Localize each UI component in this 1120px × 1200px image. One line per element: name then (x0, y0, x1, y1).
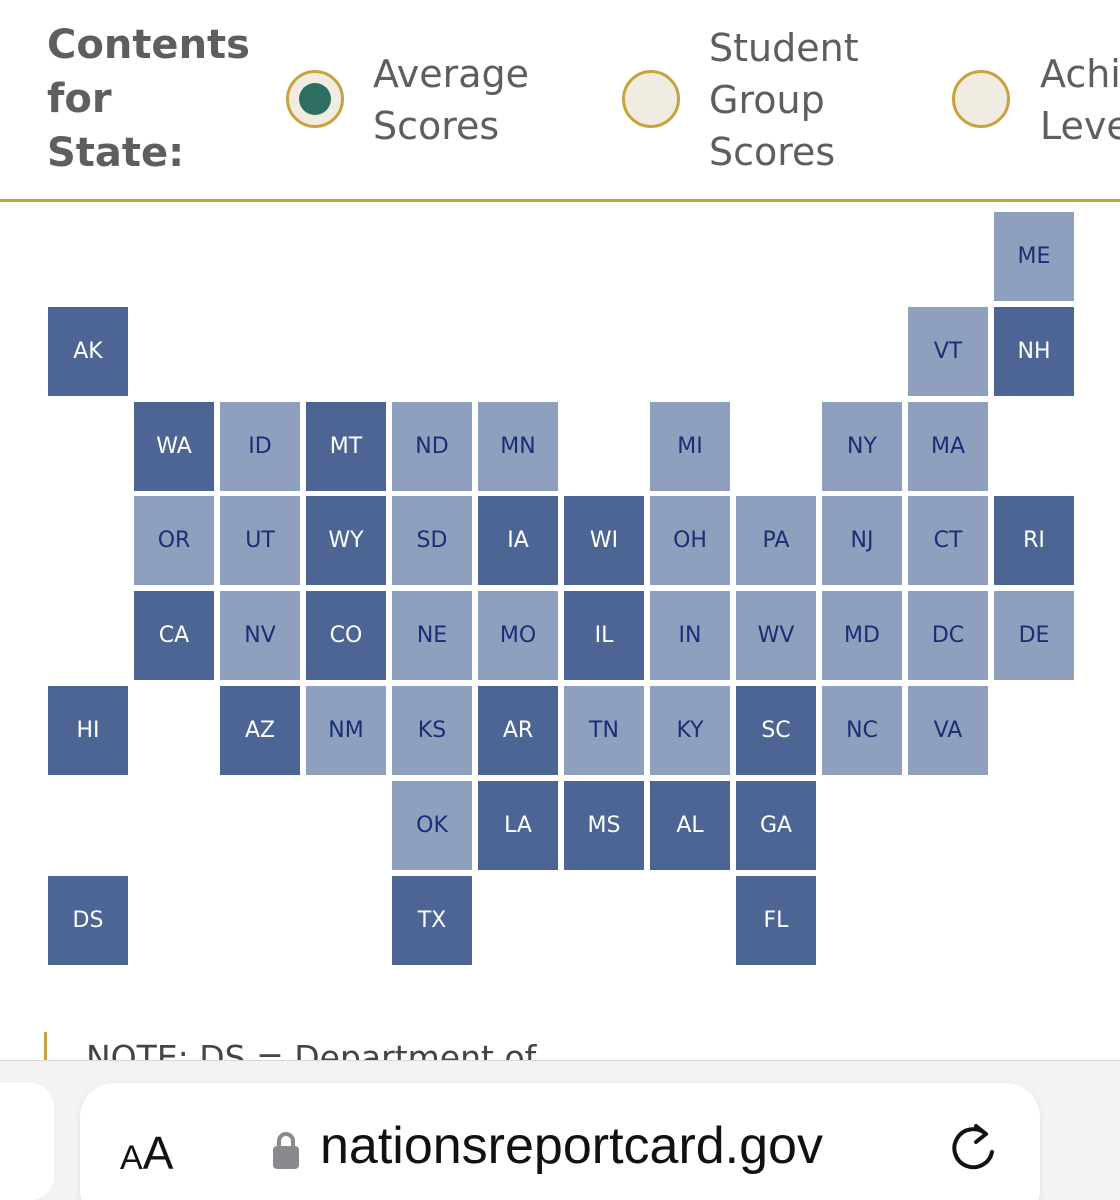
contents-for-state-label: Contents for State: (47, 22, 250, 176)
lock-icon (273, 1132, 299, 1169)
state-tile-in[interactable]: IN (650, 591, 730, 681)
state-tile-ms[interactable]: MS (564, 780, 644, 870)
state-tile-tn[interactable]: TN (564, 686, 644, 775)
state-tile-wi[interactable]: WI (564, 496, 644, 586)
state-tile-ma[interactable]: MA (908, 401, 988, 491)
state-tile-vt[interactable]: VT (908, 306, 988, 396)
state-tile-md[interactable]: MD (822, 591, 902, 681)
state-tile-ut[interactable]: UT (220, 496, 300, 586)
state-tile-wy[interactable]: WY (306, 496, 386, 586)
reload-icon[interactable] (946, 1122, 1000, 1176)
state-tile-hi[interactable]: HI (48, 686, 128, 775)
previous-tab-peek[interactable] (0, 1083, 54, 1200)
state-tile-nh[interactable]: NH (994, 306, 1074, 396)
state-tile-mt[interactable]: MT (306, 401, 386, 491)
state-tile-nv[interactable]: NV (220, 591, 300, 681)
radio-unselected-icon[interactable] (952, 70, 1010, 128)
state-tile-va[interactable]: VA (908, 686, 988, 775)
state-tile-oh[interactable]: OH (650, 496, 730, 586)
state-tile-fl[interactable]: FL (736, 875, 816, 965)
state-tile-la[interactable]: LA (478, 780, 558, 870)
state-tile-nd[interactable]: ND (392, 401, 472, 491)
state-tile-ny[interactable]: NY (822, 401, 902, 491)
state-tile-ar[interactable]: AR (478, 686, 558, 775)
state-tile-nm[interactable]: NM (306, 686, 386, 775)
state-contents-header: Contents for State: Average Scores Stude… (0, 0, 1120, 202)
state-tile-il[interactable]: IL (564, 591, 644, 681)
state-tile-sc[interactable]: SC (736, 686, 816, 775)
state-tile-me[interactable]: ME (994, 212, 1074, 301)
radio-option-student-group-scores[interactable]: Student Group Scores (622, 0, 922, 200)
state-tile-ks[interactable]: KS (392, 686, 472, 775)
radio-selected-icon[interactable] (286, 70, 344, 128)
header-divider (0, 199, 1120, 202)
state-tile-mo[interactable]: MO (478, 591, 558, 681)
radio-unselected-icon[interactable] (622, 70, 680, 128)
state-tile-az[interactable]: AZ (220, 686, 300, 775)
state-tile-co[interactable]: CO (306, 591, 386, 681)
state-tile-ga[interactable]: GA (736, 780, 816, 870)
state-tile-sd[interactable]: SD (392, 496, 472, 586)
state-tile-al[interactable]: AL (650, 780, 730, 870)
state-tile-ia[interactable]: IA (478, 496, 558, 586)
state-tile-dc[interactable]: DC (908, 591, 988, 681)
state-tile-ct[interactable]: CT (908, 496, 988, 586)
aa-small-label: A (120, 1139, 143, 1177)
note-accent-bar (44, 1032, 47, 1060)
state-tile-ca[interactable]: CA (134, 591, 214, 681)
state-tile-map: ME AK VT NH WA ID MT ND MN MI NY MA OR UT WY SD IA WI OH PA… (0, 202, 1120, 1042)
aa-big-label: A (142, 1127, 174, 1179)
state-tile-tx[interactable]: TX (392, 875, 472, 965)
state-tile-ds[interactable]: DS (48, 875, 128, 965)
state-tile-wv[interactable]: WV (736, 591, 816, 681)
address-bar[interactable] (80, 1083, 1040, 1200)
radio-label-average-scores: Average Scores (373, 52, 530, 148)
state-tile-ne[interactable]: NE (392, 591, 472, 681)
state-tile-ri[interactable]: RI (994, 496, 1074, 586)
state-tile-mi[interactable]: MI (650, 401, 730, 491)
page-format-button[interactable]: AA (120, 1126, 173, 1180)
radio-dot-icon (299, 83, 331, 115)
state-tile-ky[interactable]: KY (650, 686, 730, 775)
radio-label-achievement-levels: Achi Leve (1040, 52, 1120, 148)
state-tile-wa[interactable]: WA (134, 401, 214, 491)
state-tile-or[interactable]: OR (134, 496, 214, 586)
state-tile-nj[interactable]: NJ (822, 496, 902, 586)
state-tile-ak[interactable]: AK (48, 306, 128, 396)
state-tile-id[interactable]: ID (220, 401, 300, 491)
state-tile-mn[interactable]: MN (478, 401, 558, 491)
state-tile-pa[interactable]: PA (736, 496, 816, 586)
radio-option-achievement-levels[interactable]: Achi Leve (952, 0, 1120, 200)
radio-label-student-group-scores: Student Group Scores (709, 26, 859, 174)
state-tile-nc[interactable]: NC (822, 686, 902, 775)
state-tile-de[interactable]: DE (994, 591, 1074, 681)
state-tile-ok[interactable]: OK (392, 780, 472, 870)
radio-option-average-scores[interactable]: Average Scores (286, 0, 586, 200)
url-text[interactable]: nationsreportcard.gov (320, 1117, 823, 1175)
